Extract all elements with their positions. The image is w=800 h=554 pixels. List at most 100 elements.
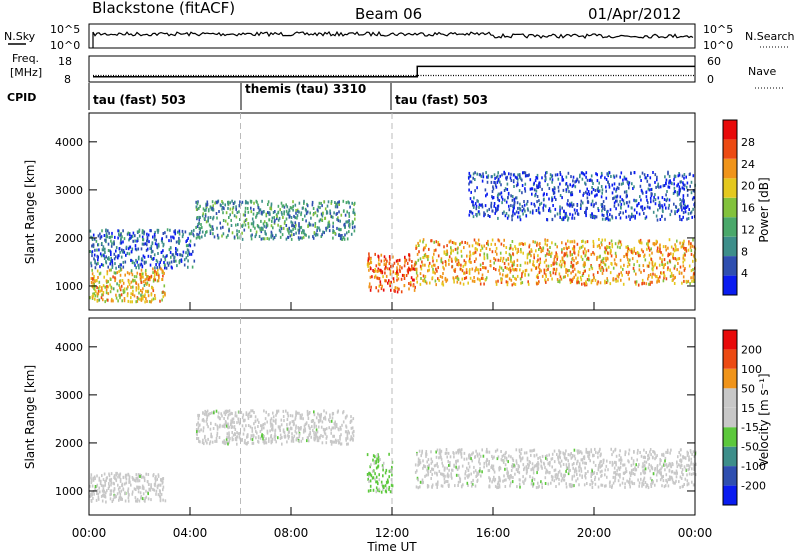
scatter-cell [133, 478, 136, 482]
scatter-cell [667, 266, 669, 270]
scatter-cell [536, 471, 538, 475]
scatter-cell [190, 252, 193, 256]
scatter-cell [498, 485, 501, 489]
scatter-cell [436, 448, 439, 452]
scatter-cell [564, 275, 566, 279]
freq-unit-label: [MHz] [10, 66, 42, 79]
scatter-cell [229, 207, 232, 211]
scatter-cell [491, 238, 494, 242]
scatter-cell [244, 201, 247, 205]
scatter-cell [628, 277, 630, 281]
scatter-cell [370, 474, 373, 478]
scatter-cell [144, 242, 147, 246]
scatter-cell [478, 203, 481, 207]
scatter-cell [646, 174, 649, 177]
scatter-cell [448, 468, 450, 472]
scatter-cell [521, 272, 523, 276]
scatter-cell [411, 264, 413, 268]
scatter-cell [555, 485, 557, 488]
scatter-cell [396, 270, 398, 274]
scatter-cell [614, 242, 617, 246]
scatter-cell [635, 463, 637, 467]
scatter-cell [588, 192, 591, 196]
scatter-cell [679, 203, 681, 206]
scatter-cell [637, 448, 639, 452]
scatter-cell [611, 216, 614, 220]
scatter-cell [327, 225, 329, 228]
scatter-cell [614, 460, 616, 464]
scatter-cell [476, 248, 478, 252]
scatter-cell [277, 223, 279, 227]
scatter-cell [535, 189, 538, 193]
scatter-cell [325, 226, 327, 230]
scatter-cell [277, 210, 280, 214]
scatter-cell [162, 498, 164, 502]
scatter-cell [443, 473, 445, 477]
scatter-cell [560, 464, 562, 468]
scatter-cell [519, 208, 522, 212]
scatter-cell [619, 240, 622, 244]
scatter-cell [123, 290, 126, 294]
scatter-cell [221, 440, 224, 444]
scatter-cell [149, 488, 151, 492]
scatter-cell [321, 420, 324, 424]
scatter-cell [157, 473, 160, 477]
scatter-cell [469, 180, 471, 184]
scatter-cell [447, 475, 450, 479]
scatter-cell [118, 473, 120, 477]
scatter-cell [593, 252, 596, 256]
scatter-cell [449, 463, 451, 467]
scatter-cell [188, 232, 191, 236]
scatter-cell [105, 291, 108, 295]
scatter-cell [251, 409, 254, 413]
scatter-cell [214, 422, 217, 426]
scatter-cell [668, 259, 671, 263]
scatter-cell [164, 263, 166, 267]
scatter-cell [152, 235, 154, 239]
scatter-cell [546, 192, 548, 196]
scatter-cell [687, 463, 690, 467]
scatter-cell [243, 220, 246, 224]
scatter-cell [482, 261, 484, 265]
scatter-cell [609, 218, 611, 222]
scatter-cell [448, 258, 450, 262]
scatter-cell [569, 240, 572, 244]
scatter-cell [291, 206, 293, 210]
scatter-cell [279, 437, 282, 440]
scatter-cell [592, 273, 595, 277]
scatter-cell [520, 452, 522, 456]
scatter-cell [505, 280, 508, 284]
scatter-cell [625, 195, 628, 199]
scatter-cell [119, 479, 122, 483]
scatter-cell [216, 201, 218, 205]
scatter-cell [315, 424, 317, 428]
scatter-cell [570, 193, 572, 197]
scatter-cell [95, 262, 98, 266]
scatter-cell [610, 447, 612, 451]
scatter-cell [559, 215, 561, 219]
scatter-cell [525, 268, 528, 272]
scatter-cell [639, 175, 641, 179]
scatter-cell [415, 276, 418, 280]
scatter-cell [247, 433, 249, 437]
scatter-cell [566, 184, 569, 188]
scatter-cell [156, 272, 158, 276]
scatter-cell [451, 241, 454, 244]
scatter-cell [145, 472, 147, 476]
scatter-cell [647, 466, 650, 470]
scatter-cell [300, 213, 302, 217]
scatter-cell [507, 476, 510, 479]
scatter-cell [616, 245, 619, 249]
scatter-cell [684, 205, 687, 208]
scatter-cell [377, 289, 380, 293]
scatter-cell [485, 450, 488, 454]
scatter-cell [607, 218, 610, 222]
scatter-cell [450, 251, 452, 255]
scatter-cell [472, 252, 474, 256]
scatter-cell [507, 262, 510, 266]
scatter-cell [313, 431, 315, 434]
scatter-cell [313, 436, 315, 440]
scatter-cell [374, 268, 376, 271]
scatter-cell [320, 425, 323, 429]
scatter-cell [123, 299, 126, 303]
